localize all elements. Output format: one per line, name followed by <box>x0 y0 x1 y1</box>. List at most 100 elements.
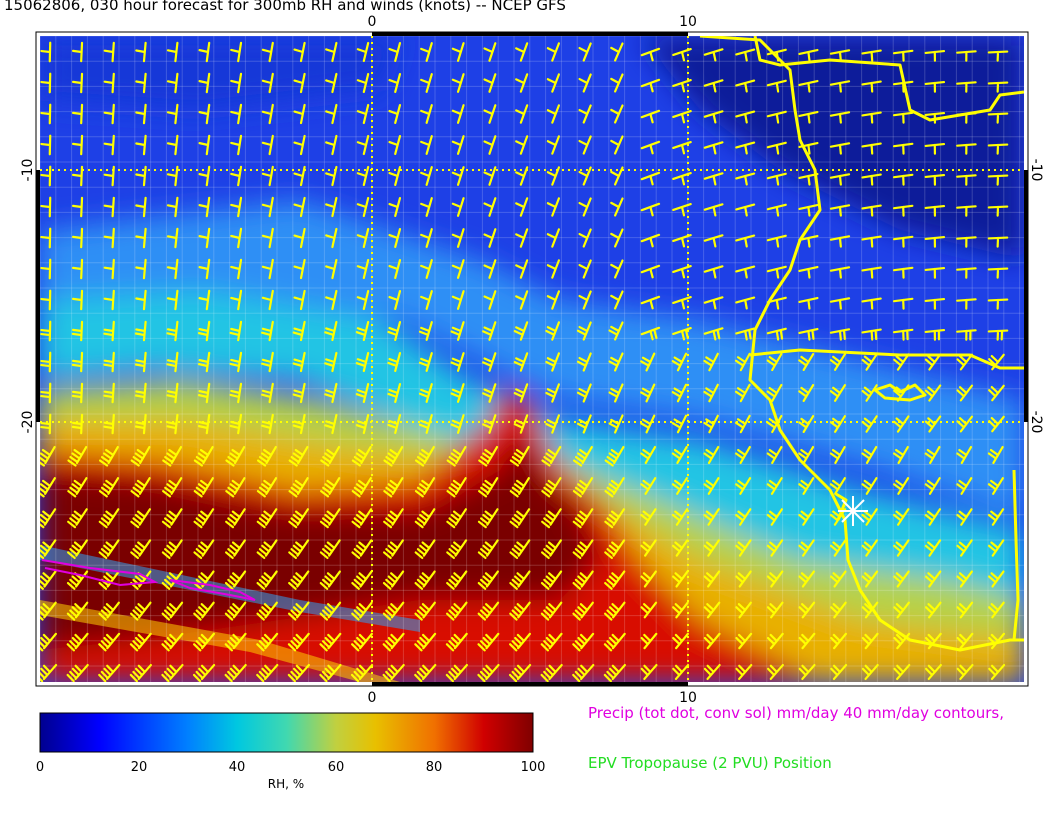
wind-barb-icon <box>703 570 721 588</box>
wind-barb-icon <box>193 508 215 529</box>
wind-barb-icon <box>640 445 657 465</box>
wind-barb-icon <box>703 172 724 186</box>
wind-barb-icon <box>924 297 946 310</box>
precip-contours <box>41 559 256 601</box>
wind-barb-icon <box>515 259 529 279</box>
wind-barb-icon <box>987 477 1004 495</box>
wind-barb-icon <box>703 79 724 93</box>
wind-barb-icon <box>166 165 179 187</box>
wind-barb-icon <box>130 570 152 590</box>
wind-barb-icon <box>224 632 247 652</box>
wind-barb-icon <box>578 259 592 279</box>
wind-barb-icon <box>192 663 216 682</box>
wind-barb-icon <box>420 228 433 248</box>
wind-barb-icon <box>735 477 752 495</box>
wind-barb-icon <box>103 41 115 63</box>
wind-barb-icon <box>540 539 562 560</box>
wind-barb-icon <box>546 197 561 217</box>
colorbar-unit-label: RH, % <box>267 777 305 791</box>
wind-barb-icon <box>924 601 942 619</box>
wind-barb-icon <box>987 329 1009 341</box>
wind-barb-icon <box>924 570 942 588</box>
wind-barb-icon <box>198 103 211 125</box>
wind-barb-icon <box>861 415 878 433</box>
wind-barb-icon <box>798 296 819 310</box>
wind-barb-icon <box>135 227 147 249</box>
wind-barb-icon <box>672 109 692 124</box>
wind-barb-icon <box>229 351 243 373</box>
wind-barb-icon <box>572 477 594 498</box>
wind-barb-icon <box>924 80 946 93</box>
wind-barb-icon <box>671 539 689 557</box>
wind-barb-icon <box>640 295 661 310</box>
wind-barb-icon <box>956 384 974 402</box>
wind-barb-icon <box>956 601 974 619</box>
wind-barb-icon <box>924 539 942 557</box>
wind-barb-icon <box>610 166 624 186</box>
wind-barb-icon <box>451 197 465 217</box>
chart-title: 15062806, 030 hour forecast for 300mb RH… <box>4 0 566 14</box>
wind-barb-icon <box>515 42 529 62</box>
wind-barb-icon <box>572 539 594 560</box>
wind-barb-icon <box>956 81 977 93</box>
wind-barb-icon <box>387 320 402 342</box>
wind-barb-icon <box>193 570 215 590</box>
wind-barb-icon <box>987 267 1009 279</box>
wind-barb-icon <box>603 632 626 652</box>
wind-barb-icon <box>319 508 341 529</box>
wind-barb-icon <box>382 570 405 590</box>
wind-barb-icon <box>734 383 751 403</box>
wind-barb-icon <box>576 414 592 434</box>
wind-barb-icon <box>766 352 783 372</box>
wind-barb-icon <box>735 110 756 124</box>
wind-barb-icon <box>414 601 436 621</box>
wind-barb-icon <box>956 298 977 310</box>
wind-barb-icon <box>988 384 1005 402</box>
wind-barb-icon <box>319 570 341 590</box>
wind-barb-icon <box>572 570 594 590</box>
wind-barb-icon <box>798 663 816 681</box>
wind-barb-icon <box>987 81 1009 93</box>
wind-barb-icon <box>924 173 946 186</box>
wind-barb-icon <box>40 508 57 529</box>
wind-barb-icon <box>640 632 658 650</box>
wind-barb-icon <box>319 632 342 652</box>
wind-barb-icon <box>293 134 306 156</box>
wind-barb-icon <box>40 351 52 373</box>
wind-barb-icon <box>98 570 120 590</box>
wind-barb-icon <box>924 266 946 279</box>
wind-barb-icon <box>351 508 373 529</box>
wind-barb-icon <box>509 601 531 621</box>
wind-barb-icon <box>71 134 84 156</box>
wind-barb-icon <box>798 110 819 124</box>
wind-barb-icon <box>130 445 151 467</box>
wind-barb-icon <box>830 570 847 588</box>
wind-barb-icon <box>356 196 370 218</box>
wind-barb-icon <box>703 414 719 434</box>
wind-barb-icon <box>225 445 246 467</box>
wind-barb-icon <box>414 477 436 498</box>
wind-barb-icon <box>671 445 688 465</box>
wind-barb-icon <box>482 383 497 403</box>
wind-barb-icon <box>103 227 115 249</box>
wind-barb-icon <box>956 50 977 62</box>
wind-barb-icon <box>572 445 593 467</box>
wind-barb-icon <box>319 601 342 621</box>
wind-barb-icon <box>924 204 946 217</box>
wind-barb-icon <box>576 352 592 372</box>
wind-barb-icon <box>604 508 625 529</box>
wind-barb-icon <box>98 632 121 652</box>
wind-barb-icon <box>325 289 338 311</box>
wind-barb-icon <box>134 351 147 373</box>
wind-barb-icon <box>292 382 306 404</box>
wind-barb-icon <box>640 601 658 619</box>
wind-barb-icon <box>545 352 561 372</box>
wind-barb-icon <box>40 258 52 280</box>
wind-barb-icon <box>483 259 497 279</box>
wind-barb-icon <box>256 539 278 560</box>
wind-barb-icon <box>572 601 594 621</box>
wind-barb-icon <box>71 320 84 342</box>
colorbar <box>39 712 534 753</box>
wind-barb-icon <box>71 382 84 404</box>
wind-barb-icon <box>604 539 626 560</box>
